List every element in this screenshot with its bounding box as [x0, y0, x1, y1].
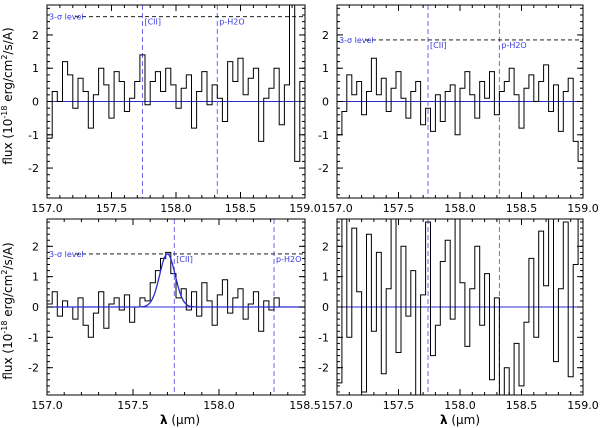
x-tick-label: 159.0	[567, 399, 599, 412]
y-axis-label-bottom: flux (10-18 erg/cm2/s/A)	[0, 242, 15, 379]
y-tick-label: -1	[318, 331, 329, 344]
y-tick-label: 0	[32, 96, 39, 109]
x-tick-label: 158.5	[506, 399, 538, 412]
plot-area	[337, 219, 583, 395]
y-tick-label: 2	[322, 240, 329, 253]
line-label: p-H2O	[501, 41, 526, 50]
x-tick-label: 158.0	[444, 399, 476, 412]
y-tick-label: 2	[32, 29, 39, 42]
spectrum-series	[337, 57, 583, 162]
x-tick-label: 158.5	[225, 202, 257, 215]
x-tick-label: 158.0	[444, 202, 476, 215]
x-axis-label-left: λ (μm)	[160, 413, 200, 427]
y-tick-label: -2	[28, 362, 39, 375]
line-label: [CII]	[144, 18, 161, 27]
line-label: p-H2O	[219, 18, 244, 27]
y-label-part: flux (10	[1, 334, 15, 380]
y-label-superscript: 2	[0, 270, 9, 275]
x-label-symbol: λ	[440, 413, 448, 427]
x-axis-label-right: λ (μm)	[440, 413, 480, 427]
y-label-part: flux (10	[1, 119, 15, 165]
y-tick-label: 1	[322, 271, 329, 284]
x-tick-label: 157.0	[31, 202, 63, 215]
x-tick-label: 157.5	[383, 399, 415, 412]
y-label-part: /s/A)	[1, 27, 15, 54]
chart-panel-2: 3-σ level [CII] p-H2O 157.0 157.5 158.0 158.5 1…	[318, 4, 599, 215]
chart-panel-1: 3-σ level [CII] p-H2O 157.0 157.5 158.0 158.5 1…	[28, 4, 321, 215]
x-tick-label: 158.5	[289, 399, 321, 412]
y-tick-label: -2	[318, 362, 329, 375]
x-tick-label: 158.0	[160, 202, 192, 215]
y-tick-label: 2	[322, 29, 329, 42]
spectrum-series	[47, 251, 285, 338]
y-tick-label: 0	[322, 301, 329, 314]
y-label-part: erg/cm	[1, 275, 15, 321]
chart-panel-3: 3-σ level [CII] p-H2O 157.0 157.5 158.0 158.5 -…	[28, 218, 321, 412]
plot-area	[47, 219, 305, 395]
y-label-part: /s/A)	[1, 242, 15, 269]
y-label-superscript: -18	[0, 321, 9, 334]
y-tick-label: 1	[322, 62, 329, 75]
x-tick-label: 159.0	[289, 202, 321, 215]
plot-area	[47, 5, 305, 198]
line-label: [CII]	[430, 41, 447, 50]
x-label-symbol: λ	[160, 413, 168, 427]
sigma-level-label: 3-σ level	[49, 250, 84, 259]
x-tick-label: 157.5	[383, 202, 415, 215]
sigma-level-label: 3-σ level	[339, 36, 374, 45]
y-label-superscript: 2	[0, 55, 9, 60]
x-tick-label: 157.5	[117, 399, 149, 412]
y-tick-label: -2	[28, 162, 39, 175]
y-label-superscript: -18	[0, 106, 9, 119]
x-tick-label: 157.0	[31, 399, 63, 412]
x-tick-label: 157.5	[96, 202, 128, 215]
y-axis-label-top: flux (10-18 erg/cm2/s/A)	[0, 27, 15, 164]
y-tick-label: -1	[318, 129, 329, 142]
y-tick-label: 1	[32, 271, 39, 284]
x-tick-label: 157.0	[321, 202, 353, 215]
y-tick-label: -1	[28, 129, 39, 142]
spectrum-series	[337, 219, 579, 395]
y-tick-label: 2	[32, 240, 39, 253]
plot-area	[337, 5, 583, 198]
x-tick-label: 158.0	[203, 399, 235, 412]
x-label-unit: (μm)	[448, 413, 481, 427]
spectrum-series	[47, 5, 305, 162]
gaussian-fit	[47, 253, 305, 308]
sigma-level-label: 3-σ level	[49, 13, 84, 22]
y-tick-label: 0	[32, 301, 39, 314]
y-tick-label: -1	[28, 331, 39, 344]
y-tick-label: 0	[322, 96, 329, 109]
chart-panel-4: 157.0 157.5 158.0 158.5 159.0 -2 -1 0 1 2	[318, 218, 599, 412]
x-tick-label: 158.5	[506, 202, 538, 215]
y-tick-label: 1	[32, 62, 39, 75]
line-label: p-H2O	[276, 255, 301, 264]
y-label-part: erg/cm	[1, 60, 15, 106]
x-tick-label: 157.0	[321, 399, 353, 412]
x-label-unit: (μm)	[168, 413, 201, 427]
y-tick-label: -2	[318, 162, 329, 175]
line-label: [CII]	[176, 255, 193, 264]
x-tick-label: 159.0	[567, 202, 599, 215]
